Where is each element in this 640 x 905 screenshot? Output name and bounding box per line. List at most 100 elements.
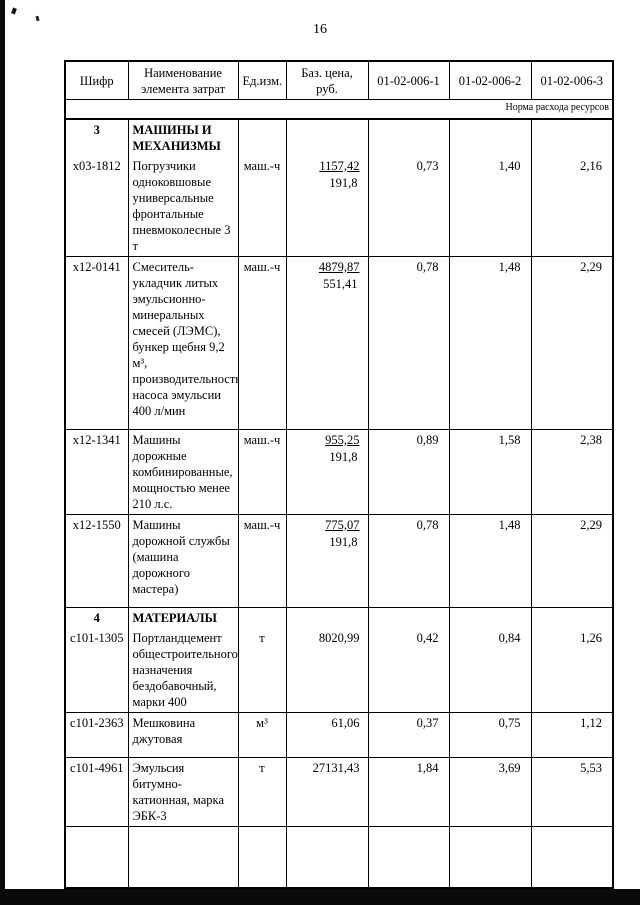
norm-value-cell-3 [530,607,614,628]
base-price-value: 4879,87 [318,259,360,274]
norm-value-cell-3: 2,29 [530,514,614,608]
base-price-secondary-value: 551,41 [323,276,358,291]
empty-cell [64,826,129,888]
unit-cell: маш.-ч [237,429,287,515]
header-row: Шифр Наименование элемента затрат Ед.изм… [64,61,614,100]
resource-row: х03-1812 Погрузчики одноковшовые универса… [64,155,614,257]
base-price-secondary-value: 191,8 [329,175,358,190]
base-price-cell: 955,25 191,8 [285,429,369,515]
code-cell: х03-1812 [64,155,129,257]
name-cell: Погрузчики одноковшовые универсальные фр… [127,155,239,257]
norm-value-cell-3: 1,26 [530,627,614,713]
norm-value-cell-1: 0,89 [367,429,450,515]
norm-value-cell-1: 0,78 [367,256,450,430]
empty-cell [530,826,614,888]
norm-value-cell-2: 3,69 [448,757,532,827]
name-cell: Эмульсия битумно-катионная, марка ЭБК-3 [127,757,239,827]
resource-row: х12-1550 Машины дорожной службы (машина д… [64,514,614,608]
norm-value-cell-3: 2,29 [530,256,614,430]
name-cell: МАТЕРИАЛЫ [127,607,239,628]
base-price-secondary-value: 191,8 [329,534,358,549]
subheader-row: Норма расхода ресурсов [64,99,614,120]
column-header-base-price: Баз. цена, руб. [285,61,369,100]
base-price-value: 8020,99 [318,630,360,645]
norm-value-cell-3: 2,16 [530,155,614,257]
norm-value-cell-1 [367,118,450,156]
empty-cell [285,826,369,888]
scan-edge-artifact-left [0,0,5,905]
base-price-cell: 27131,43 [285,757,369,827]
section-header-row: 3 МАШИНЫ И МЕХАНИЗМЫ [64,118,614,156]
norm-value-cell-2: 0,75 [448,712,532,758]
code-cell: х12-0141 [64,256,129,430]
name-cell: Мешковина джутовая [127,712,239,758]
scan-edge-artifact-bottom [0,889,640,905]
unit-cell: т [237,757,287,827]
norm-value-cell-3: 1,12 [530,712,614,758]
norm-value-cell-1: 0,78 [367,514,450,608]
empty-cell [237,826,287,888]
cost-estimate-table: Шифр Наименование элемента затрат Ед.изм… [64,60,614,889]
norm-value-cell-1: 0,42 [367,627,450,713]
section-header-row: 4 МАТЕРИАЛЫ [64,607,614,628]
base-price-value: 27131,43 [312,760,360,775]
base-price-cell: 61,06 [285,712,369,758]
name-cell: Машины дорожной службы (машина дорожного… [127,514,239,608]
column-header-norm-3: 01-02-006-3 [530,61,614,100]
norm-value-cell-2: 1,48 [448,514,532,608]
unit-cell: маш.-ч [237,514,287,608]
code-cell: с101-2363 [64,712,129,758]
base-price-cell [285,118,369,156]
name-cell: Машины дорожные комбинированные, мощност… [127,429,239,515]
empty-row [64,826,614,888]
empty-cell [127,826,239,888]
scan-speck [11,7,17,15]
resource-row: с101-1305 Портландцемент общестроительног… [64,627,614,713]
norm-value-cell-1 [367,607,450,628]
unit-cell: маш.-ч [237,256,287,430]
scan-speck [35,15,40,22]
resource-row: с101-4961 Эмульсия битумно-катионная, мар… [64,757,614,827]
code-cell: х12-1550 [64,514,129,608]
code-cell: 4 [64,607,129,628]
norm-value-cell-2: 0,84 [448,627,532,713]
column-header-norm-1: 01-02-006-1 [367,61,450,100]
resource-row: с101-2363 Мешковина джутовая м³ 61,06 0,37 0,… [64,712,614,758]
code-cell: с101-4961 [64,757,129,827]
table-header: Шифр Наименование элемента затрат Ед.изм… [64,61,614,120]
base-price-cell: 8020,99 [285,627,369,713]
table-body: 3 МАШИНЫ И МЕХАНИЗМЫ х03-1812 Погрузчики од… [64,118,614,888]
column-header-norm-2: 01-02-006-2 [448,61,532,100]
empty-cell [448,826,532,888]
unit-cell: м³ [237,712,287,758]
norm-value-cell-2 [448,607,532,628]
resource-row: х12-0141 Смеситель-укладчик литых эмульси… [64,256,614,430]
unit-cell [237,607,287,628]
base-price-cell: 775,07 191,8 [285,514,369,608]
norm-value-cell-2: 1,58 [448,429,532,515]
base-price-cell [285,607,369,628]
base-price-secondary-value: 191,8 [329,449,358,464]
column-header-name: Наименование элемента затрат [127,61,239,100]
column-header-unit: Ед.изм. [237,61,287,100]
norm-value-cell-2: 1,48 [448,256,532,430]
code-cell: х12-1341 [64,429,129,515]
page-number: 16 [313,22,327,37]
base-price-value: 61,06 [331,715,360,730]
unit-cell: т [237,627,287,713]
code-cell: 3 [64,118,129,156]
name-cell: Портландцемент общестроительного назначе… [127,627,239,713]
empty-cell [367,826,450,888]
base-price-cell: 1157,42 191,8 [285,155,369,257]
norm-value-cell-3: 5,53 [530,757,614,827]
norm-value-cell-2 [448,118,532,156]
norm-value-cell-1: 1,84 [367,757,450,827]
norm-value-cell-2: 1,40 [448,155,532,257]
name-cell: МАШИНЫ И МЕХАНИЗМЫ [127,118,239,156]
code-cell: с101-1305 [64,627,129,713]
column-header-code: Шифр [64,61,129,100]
base-price-cell: 4879,87 551,41 [285,256,369,430]
norm-value-cell-3 [530,118,614,156]
resource-row: х12-1341 Машины дорожные комбинированные,… [64,429,614,515]
